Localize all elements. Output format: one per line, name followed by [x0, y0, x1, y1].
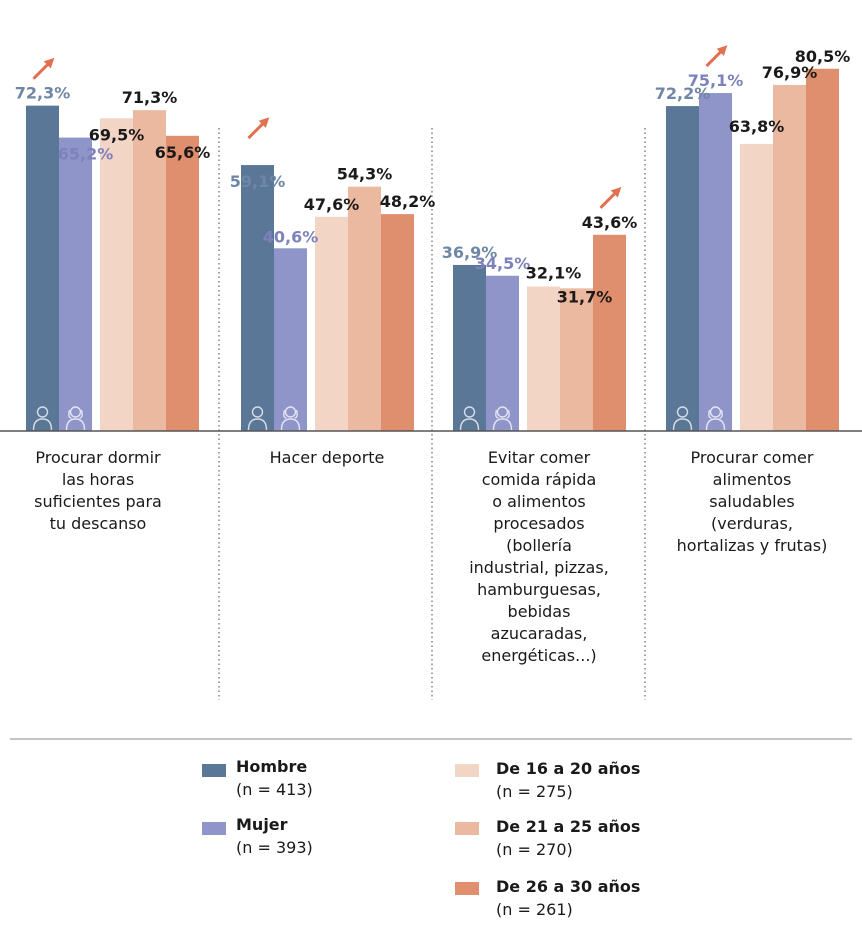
legend-swatch	[202, 764, 226, 777]
legend-swatch	[202, 822, 226, 835]
legend-item: De 21 a 25 años (n = 270)	[455, 817, 640, 859]
legend-swatch	[455, 882, 479, 895]
value-label: 76,9%	[762, 63, 818, 82]
male-person-icon	[32, 406, 53, 431]
male-person-icon	[247, 406, 268, 431]
value-labels-layer: 72,3% 59,1% 36,9% 72,2% 65,2% 40,6% 34,5% 75,1%…	[15, 47, 851, 307]
female-person-icon	[280, 406, 301, 431]
bar-hombre-cat1	[241, 165, 274, 432]
legend: Hombre (n = 413) Mujer (n = 393) De 16 a 20 …	[202, 757, 640, 919]
bar-de-21-a-25-a-os-cat3	[773, 84, 806, 431]
value-label: 72,2%	[655, 84, 711, 103]
legend-item: De 16 a 20 años (n = 275)	[455, 759, 640, 801]
value-label: 63,8%	[729, 117, 785, 136]
increase-arrow-icon	[32, 57, 55, 80]
bar-de-21-a-25-a-os-cat0	[133, 110, 166, 432]
category-separators	[218, 128, 646, 700]
legend-sample-size: (n = 270)	[496, 840, 573, 859]
bars-layer	[26, 68, 839, 432]
legend-label: De 21 a 25 años	[496, 817, 640, 836]
bar-de-16-a-20-a-os-cat0	[100, 118, 133, 431]
legend-label: Mujer	[236, 815, 288, 834]
legend-label: De 16 a 20 años	[496, 759, 640, 778]
legend-label: Hombre	[236, 757, 307, 776]
category-label: Procurar dormir las horas suficientes para…	[34, 448, 162, 533]
legend-item: Mujer (n = 393)	[202, 815, 313, 857]
value-label: 54,3%	[337, 165, 393, 184]
bar-de-26-a-30-a-os-cat2	[593, 234, 626, 431]
bar-mujer-cat0	[59, 137, 92, 431]
legend-item: De 26 a 30 años (n = 261)	[455, 877, 640, 919]
value-label: 71,3%	[122, 88, 178, 107]
legend-sample-size: (n = 261)	[496, 900, 573, 919]
category-labels: Procurar dormir las horas suficientes para…	[34, 448, 827, 665]
value-label: 65,2%	[58, 145, 114, 164]
value-label: 48,2%	[380, 192, 436, 211]
category-label: Hacer deporte	[270, 448, 385, 467]
legend-sample-size: (n = 413)	[236, 780, 313, 799]
value-label: 40,6%	[263, 227, 319, 246]
value-label: 36,9%	[442, 243, 498, 262]
bar-hombre-cat3	[666, 106, 699, 431]
bar-mujer-cat1	[274, 248, 307, 431]
male-person-icon	[672, 406, 693, 431]
trend-arrows-layer	[32, 45, 728, 209]
increase-arrow-icon	[705, 45, 728, 68]
bar-mujer-cat2	[486, 275, 519, 431]
value-label: 59,1%	[230, 172, 286, 191]
bar-de-16-a-20-a-os-cat3	[740, 143, 773, 431]
bar-de-16-a-20-a-os-cat1	[315, 216, 348, 431]
bar-de-26-a-30-a-os-cat3	[806, 68, 839, 431]
bar-de-21-a-25-a-os-cat2	[560, 288, 593, 431]
legend-swatch	[455, 764, 479, 777]
legend-item: Hombre (n = 413)	[202, 757, 313, 799]
legend-sample-size: (n = 275)	[496, 782, 573, 801]
value-label: 43,6%	[582, 213, 638, 232]
value-label: 65,6%	[155, 143, 211, 162]
bar-de-26-a-30-a-os-cat1	[381, 214, 414, 431]
increase-arrow-icon	[599, 186, 622, 209]
legend-sample-size: (n = 393)	[236, 838, 313, 857]
male-person-icon	[459, 406, 480, 431]
female-person-icon	[65, 406, 86, 431]
bar-hombre-cat2	[453, 264, 486, 431]
legend-label: De 26 a 30 años	[496, 877, 640, 896]
bar-icons-layer	[32, 406, 726, 431]
bar-de-21-a-25-a-os-cat1	[348, 186, 381, 431]
value-label: 47,6%	[304, 195, 360, 214]
category-label: Evitar comer comida rápida o alimentos proc…	[469, 448, 609, 665]
bar-de-26-a-30-a-os-cat0	[166, 135, 199, 432]
value-label: 75,1%	[688, 71, 744, 90]
female-person-icon	[705, 406, 726, 431]
bar-de-16-a-20-a-os-cat2	[527, 286, 560, 431]
legend-swatch	[455, 822, 479, 835]
bar-mujer-cat3	[699, 93, 732, 432]
value-label: 69,5%	[89, 125, 145, 144]
value-label: 80,5%	[795, 47, 851, 66]
value-label: 32,1%	[526, 264, 582, 283]
increase-arrow-icon	[247, 117, 270, 140]
female-person-icon	[492, 406, 513, 431]
value-label: 31,7%	[557, 287, 613, 306]
value-label: 72,3%	[15, 84, 71, 103]
category-label: Procurar comer alimentos saludables (verdur…	[677, 448, 828, 555]
value-label: 34,5%	[475, 254, 531, 273]
bar-hombre-cat0	[26, 105, 59, 432]
